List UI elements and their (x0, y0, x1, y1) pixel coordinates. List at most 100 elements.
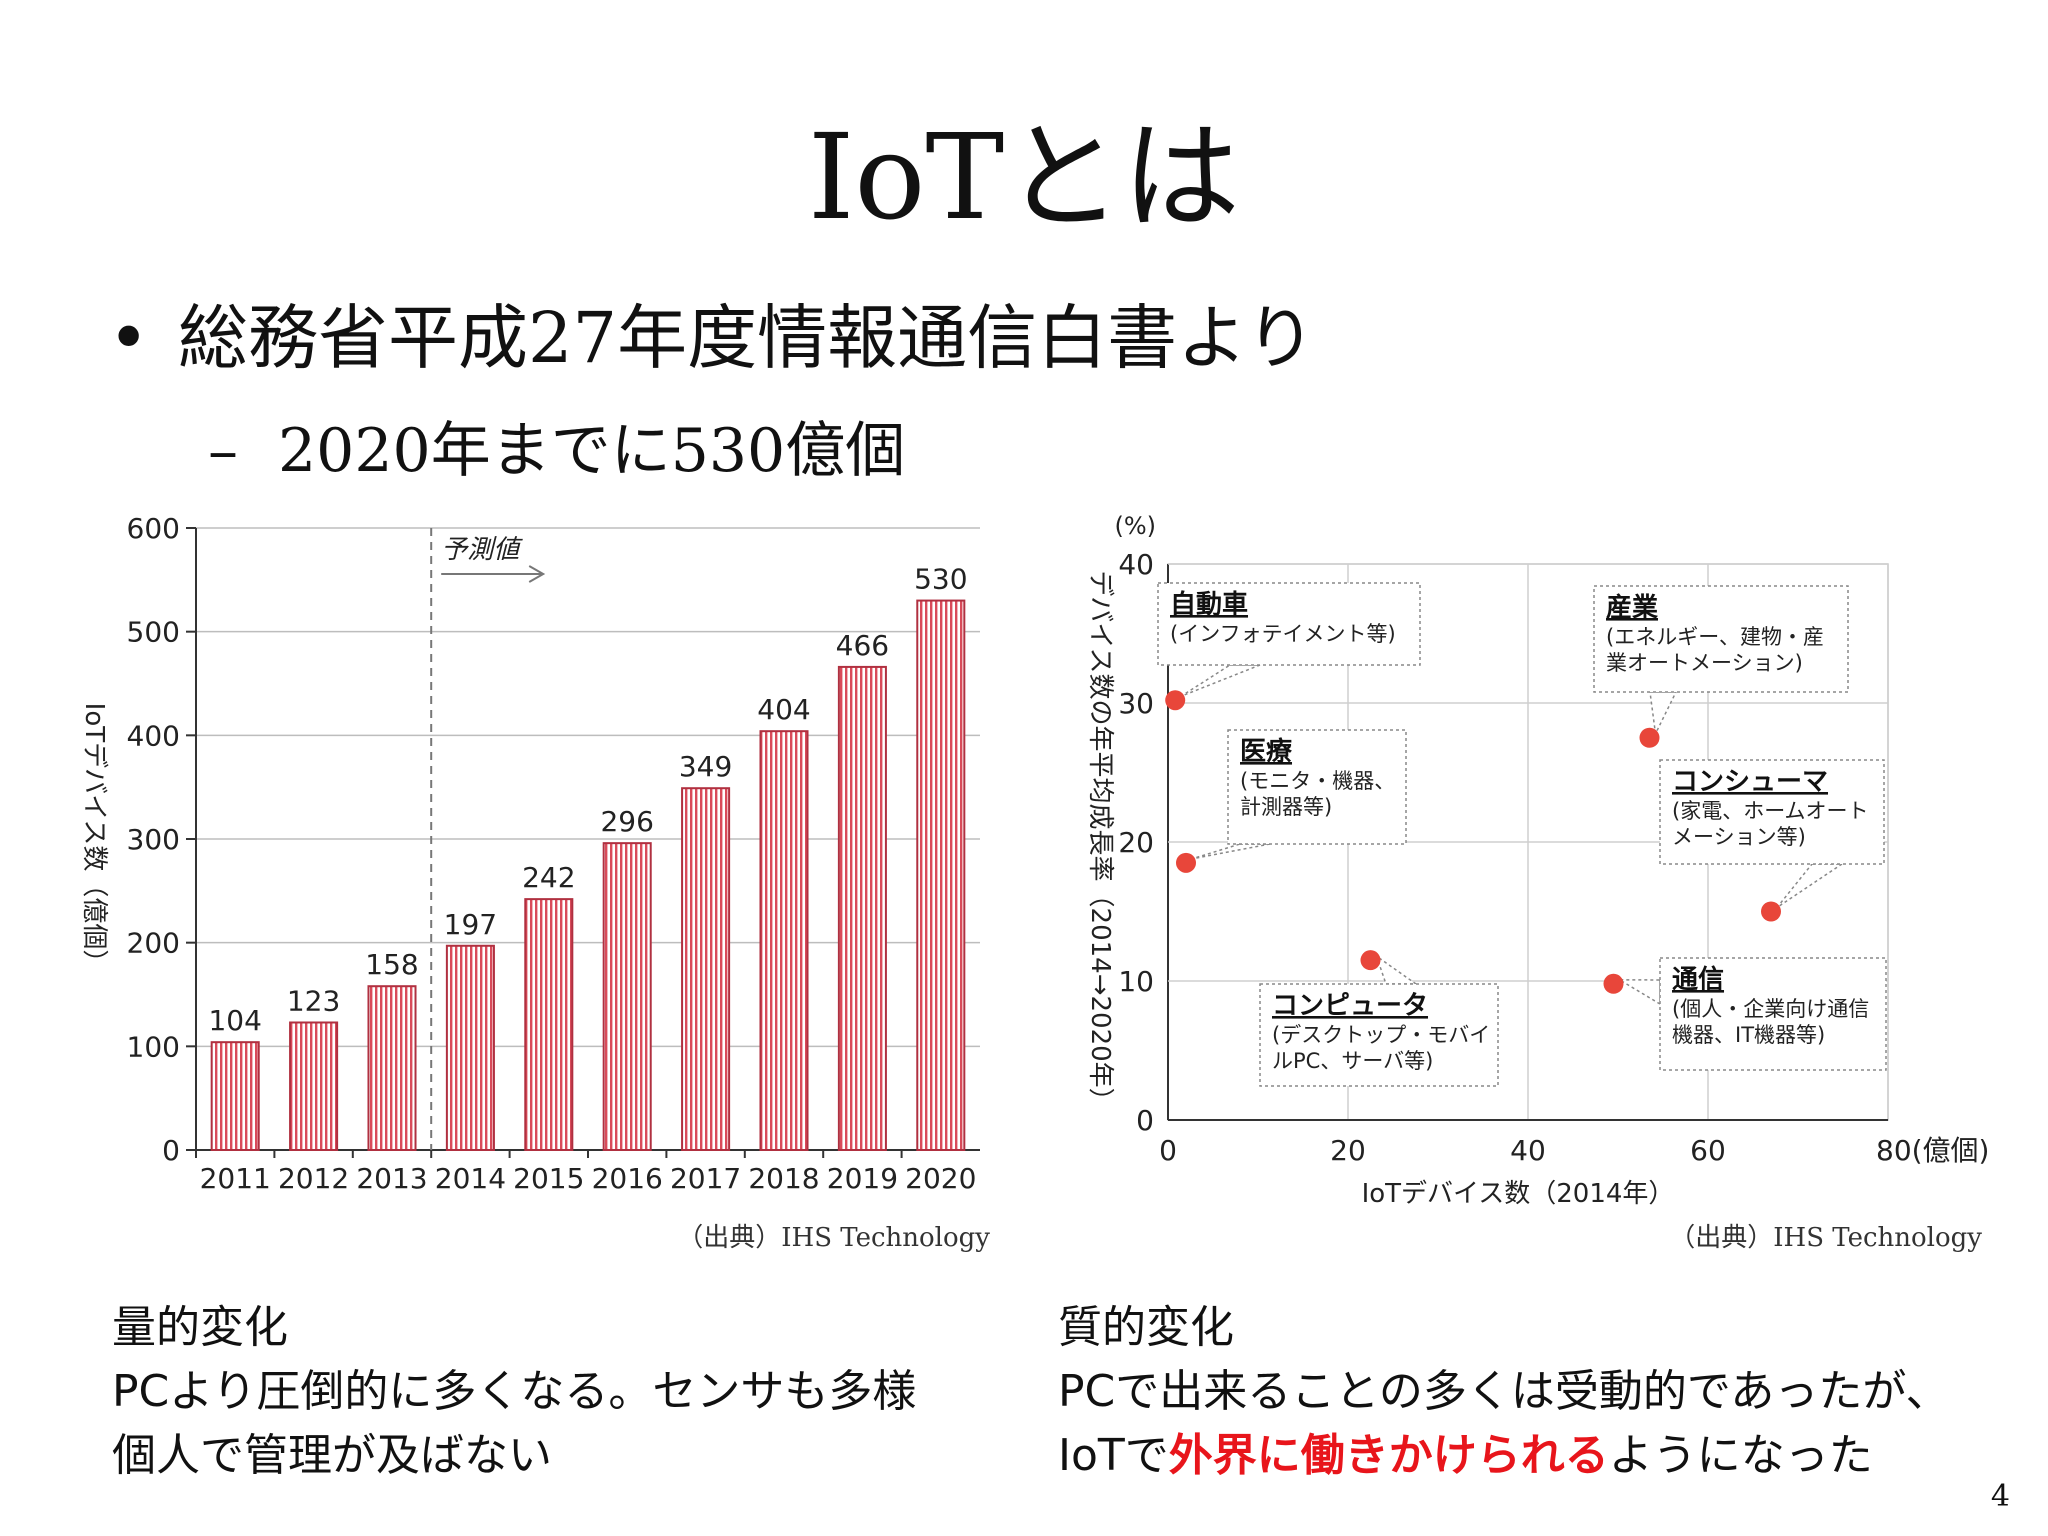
sub-bullet-item: –2020年までに530億個 (208, 418, 905, 484)
callout-tail (1180, 664, 1261, 697)
y-tick-label: 400 (127, 719, 180, 752)
x-tick-label: 2018 (748, 1162, 819, 1195)
x-tick-label: 2020 (905, 1162, 976, 1195)
y-axis-label: IoTデバイス数（億個） (79, 703, 109, 976)
x-tick-label: 2016 (592, 1162, 663, 1195)
scatter-point (1639, 727, 1660, 748)
x-tick-label: 2011 (200, 1162, 271, 1195)
callout-detail: (エネルギー、建物・産 (1606, 625, 1824, 649)
scatter-point (1603, 973, 1624, 994)
bar (210, 1041, 260, 1151)
bullet-item: • 総務省平成27年度情報通信白書より (108, 300, 1316, 377)
x-tick-label: 2014 (435, 1162, 506, 1195)
callout-box (1259, 983, 1499, 1087)
bar (759, 730, 809, 1151)
bar (445, 944, 495, 1151)
x-axis-label: IoTデバイス数（2014年） (1362, 1179, 1675, 1209)
bar-chart: 0 100 200 300 400 500 600 IoTデバイス数（億個） 104 2011 12… (79, 512, 990, 1253)
right-caption-line1: PCで出来ることの多くは受動的であったが、 (1058, 1365, 1950, 1417)
bar (367, 985, 417, 1151)
callout-tail (1776, 863, 1845, 909)
scatter-point (1761, 901, 1781, 922)
callout-tail (1375, 954, 1419, 985)
callout-detail: メーション等) (1672, 825, 1806, 849)
callout-detail: (デスクトップ・モバイ (1272, 1023, 1490, 1047)
bar-value-label: 158 (365, 948, 418, 981)
left-caption-line2: 個人で管理が及ばない (112, 1429, 552, 1481)
y-tick-label: 20 (1118, 826, 1154, 859)
dash-icon: – (208, 416, 238, 486)
bar (602, 842, 652, 1151)
bar-value-label: 104 (208, 1004, 261, 1037)
bar (681, 787, 731, 1151)
bar-value-label: 530 (914, 563, 967, 596)
y-tick-label: 100 (127, 1030, 180, 1063)
x-tick-label: 60 (1690, 1134, 1726, 1167)
left-caption: 量的変化 PCより圧倒的に多くなる。センサも多様 個人で管理が及ばない (112, 1296, 916, 1487)
x-tick-label: 0 (1159, 1134, 1177, 1167)
y-axis-label: デバイス数の年平均成長率（2014→2020年） (1085, 570, 1115, 1113)
forecast-label: 予測値 (441, 535, 523, 565)
x-tick-label: 40 (1510, 1134, 1546, 1167)
callout-box (1593, 585, 1849, 693)
right-caption: 質的変化 PCで出来ることの多くは受動的であったが、 IoTで外界に働きかけられ… (1058, 1296, 1950, 1487)
y-tick-label: 600 (127, 512, 180, 545)
y-tick-label: 0 (162, 1134, 180, 1167)
callout-title: コンシューマ (1672, 767, 1828, 797)
bullet-dot-icon: • (108, 297, 150, 379)
bar-value-label: 242 (522, 861, 575, 894)
callout-box (1659, 957, 1887, 1071)
bar (916, 599, 966, 1151)
right-caption-line2-pre: IoTで (1058, 1429, 1169, 1481)
y-tick-label: 200 (127, 927, 180, 960)
callout-box (1227, 729, 1407, 845)
y-unit-label: (%) (1114, 512, 1156, 540)
callout-detail: 機器、IT機器等) (1672, 1023, 1825, 1047)
bar-value-label: 466 (836, 629, 889, 662)
callout-detail: ルPC、サーバ等) (1272, 1049, 1433, 1073)
bar (524, 898, 574, 1151)
callout-tail (1616, 979, 1661, 1006)
right-caption-line2-post: ようになった (1608, 1429, 1873, 1481)
callout-detail: (モニタ・機器、 (1240, 769, 1395, 793)
bar-value-label: 404 (757, 693, 810, 726)
page-number: 4 (1990, 1479, 2010, 1514)
right-caption-line2: IoTで外界に働きかけられるようになった (1058, 1424, 1950, 1488)
scatter-point (1165, 690, 1186, 711)
callout-title: 自動車 (1170, 589, 1248, 620)
callout-detail: 業オートメーション) (1606, 651, 1803, 675)
callout-box (1157, 582, 1421, 666)
y-tick-label: 300 (127, 823, 180, 856)
bar-value-label: 123 (287, 984, 340, 1017)
y-tick-label: 0 (1136, 1104, 1154, 1137)
bar (289, 1021, 339, 1151)
bar-value-label: 296 (600, 805, 653, 838)
left-caption-heading: 量的変化 (112, 1302, 288, 1353)
y-tick-label: 40 (1118, 548, 1154, 581)
chart-source: （出典）IHS Technology (677, 1223, 990, 1253)
x-tick-label: 2017 (670, 1162, 741, 1195)
callout-tail (1649, 691, 1678, 737)
bar (837, 665, 887, 1151)
scatter-point (1176, 852, 1196, 873)
y-tick-label: 30 (1118, 687, 1154, 720)
x-tick-label: 80(億個) (1876, 1134, 1989, 1167)
bar-value-label: 349 (679, 750, 732, 783)
scatter-point (1360, 950, 1381, 971)
forecast-arrow-icon (528, 565, 546, 583)
x-tick-label: 2013 (356, 1162, 427, 1195)
callout-box (1659, 759, 1885, 865)
plot-frame (1167, 563, 1889, 1121)
chart-source: （出典）IHS Technology (1669, 1223, 1982, 1253)
callout-detail: (インフォテイメント等) (1170, 622, 1396, 646)
callout-title: 医療 (1240, 737, 1293, 767)
x-tick-label: 2015 (513, 1162, 584, 1195)
sub-bullet-text: 2020年までに530億個 (278, 416, 906, 486)
right-caption-heading: 質的変化 (1058, 1302, 1234, 1353)
x-tick-label: 20 (1330, 1134, 1366, 1167)
y-tick-label: 500 (127, 616, 180, 649)
x-tick-label: 2019 (827, 1162, 898, 1195)
callout-title: 産業 (1606, 592, 1658, 623)
x-tick-label: 2012 (278, 1162, 349, 1195)
callout-detail: 計測器等) (1240, 795, 1332, 819)
